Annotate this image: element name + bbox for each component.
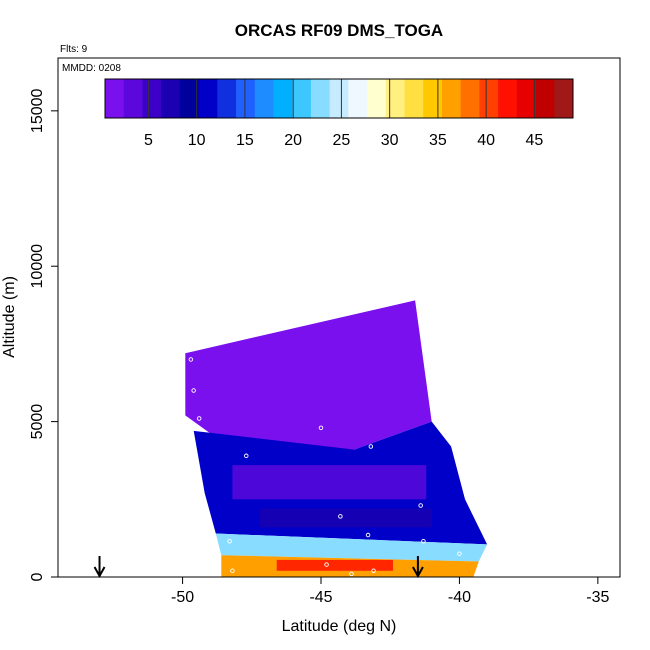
colorbar-swatch bbox=[254, 79, 274, 118]
sample-point bbox=[230, 568, 235, 574]
colorbar-swatch bbox=[479, 79, 499, 118]
colorbar-swatch bbox=[535, 79, 555, 118]
colorbar-swatch bbox=[123, 79, 143, 118]
colorbar-tick-label: 15 bbox=[236, 132, 254, 149]
colorbar-swatch bbox=[441, 79, 462, 118]
colorbar: 5 10 15 20 25 30 35 40 45 bbox=[104, 78, 574, 149]
plot-area bbox=[93, 300, 488, 579]
colorbar-swatch bbox=[198, 79, 218, 118]
colorbar-tick-label: 5 bbox=[144, 132, 153, 149]
x-tick-label: -35 bbox=[586, 589, 609, 606]
colorbar-swatch bbox=[367, 79, 387, 118]
colorbar-swatch bbox=[404, 79, 424, 118]
colorbar-swatch bbox=[554, 79, 574, 118]
arrow-head bbox=[93, 566, 106, 579]
x-tick-label: -40 bbox=[448, 589, 471, 606]
sample-point bbox=[368, 444, 374, 449]
colorbar-swatch bbox=[105, 79, 125, 118]
colorbar-swatch bbox=[179, 79, 200, 118]
colorbar-swatch bbox=[385, 79, 406, 118]
sample-point bbox=[188, 357, 194, 362]
colorbar-swatch bbox=[329, 79, 349, 118]
position-arrow bbox=[93, 556, 106, 579]
y-axis: 0 5000 10000 15000 bbox=[29, 88, 58, 581]
colorbar-swatch bbox=[273, 79, 293, 118]
colorbar-tick-label: 25 bbox=[333, 132, 351, 149]
x-axis-label: Latitude (deg N) bbox=[282, 618, 397, 635]
sample-point bbox=[418, 503, 423, 508]
colorbar-swatch bbox=[161, 79, 181, 118]
heatmap-band-2 bbox=[260, 508, 432, 528]
sample-point bbox=[457, 551, 462, 556]
sample-point bbox=[338, 514, 343, 519]
chart-title: ORCAS RF09 DMS_TOGA bbox=[235, 21, 443, 40]
colorbar-tick-label: 45 bbox=[526, 132, 544, 149]
colorbar-tick-label: 10 bbox=[188, 132, 206, 149]
colorbar-swatch bbox=[460, 79, 480, 118]
heatmap-region-upper-layer bbox=[185, 300, 432, 450]
colorbar-swatch bbox=[292, 79, 312, 118]
colorbar-swatch bbox=[142, 79, 162, 118]
y-tick-label: 0 bbox=[29, 572, 46, 581]
colorbar-tick-label: 35 bbox=[429, 132, 447, 149]
y-tick-label: 10000 bbox=[29, 244, 46, 289]
sample-point bbox=[365, 532, 371, 538]
sample-point bbox=[227, 539, 232, 544]
sample-point bbox=[196, 416, 202, 421]
colorbar-swatch bbox=[498, 79, 518, 118]
x-tick-label: -50 bbox=[171, 589, 194, 606]
sample-point bbox=[421, 539, 426, 544]
y-tick-label: 5000 bbox=[29, 404, 46, 440]
colorbar-swatch bbox=[516, 79, 537, 118]
sample-point bbox=[191, 388, 196, 393]
plot-frame bbox=[57, 57, 621, 578]
position-arrow bbox=[412, 556, 424, 579]
flights-note: Flts: 9 bbox=[60, 44, 88, 55]
x-axis: -50 -45 -40 -35 bbox=[171, 577, 610, 606]
sample-point bbox=[244, 453, 249, 459]
sample-point bbox=[324, 562, 329, 567]
colorbar-swatch bbox=[423, 79, 443, 118]
colorbar-tick-label: 40 bbox=[477, 132, 495, 149]
sample-point bbox=[371, 568, 376, 574]
colorbar-tick-label: 20 bbox=[284, 132, 302, 149]
mmdd-note: MMDD: 0208 bbox=[62, 63, 121, 74]
sample-point bbox=[318, 425, 324, 431]
y-axis-label: Altitude (m) bbox=[1, 276, 18, 358]
heatmap-band-3 bbox=[276, 559, 393, 571]
colorbar-swatch bbox=[236, 79, 256, 118]
colorbar-swatch bbox=[310, 79, 331, 118]
colorbar-swatch bbox=[348, 79, 368, 118]
sample-point bbox=[349, 571, 354, 577]
colorbar-tick-label: 30 bbox=[381, 132, 399, 149]
heatmap-region-transition-layer bbox=[215, 533, 488, 562]
colorbar-frame bbox=[104, 78, 574, 119]
x-tick-label: -45 bbox=[309, 589, 332, 606]
arrow-head bbox=[412, 566, 424, 579]
y-tick-label: 15000 bbox=[29, 88, 46, 133]
colorbar-swatch bbox=[217, 79, 237, 118]
heatmap-band-1 bbox=[232, 465, 427, 500]
